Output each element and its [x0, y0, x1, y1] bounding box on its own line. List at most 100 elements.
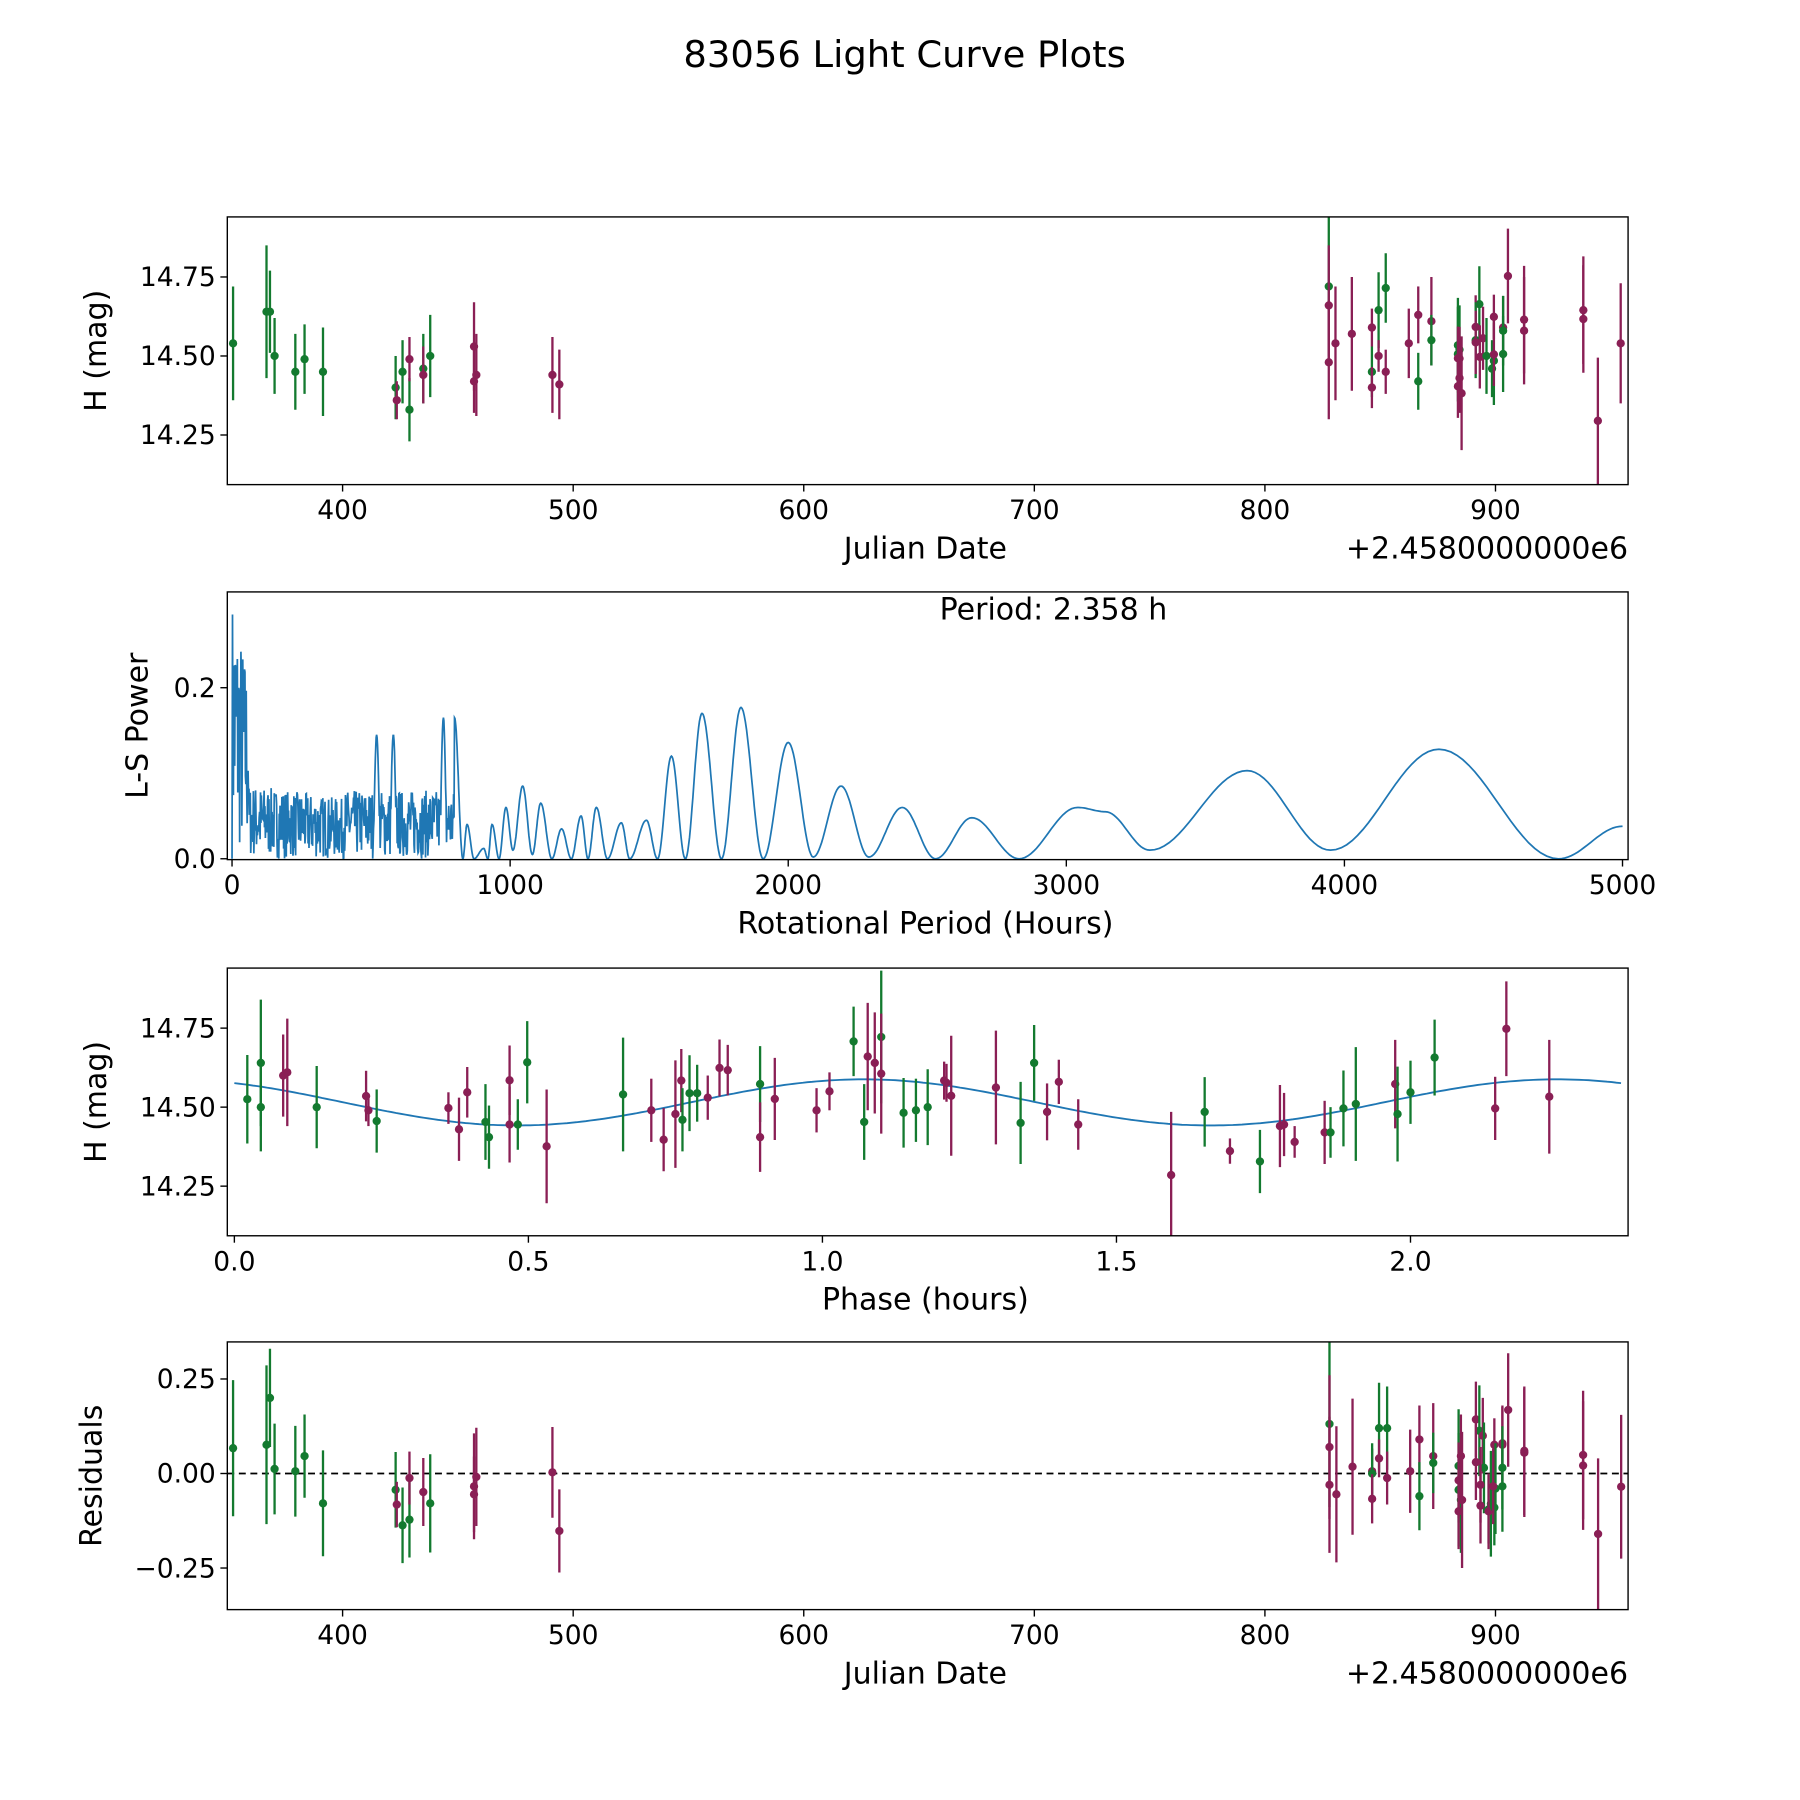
data-point-green [1482, 318, 1491, 394]
marker [1016, 1118, 1025, 1128]
plot-area [231, 614, 1623, 860]
data-point-green [1351, 1047, 1360, 1161]
data-point-purple [1348, 1398, 1357, 1535]
data-point-purple [1471, 1424, 1481, 1500]
data-point-purple [1545, 1039, 1554, 1154]
marker [523, 1058, 532, 1067]
marker [991, 1083, 1001, 1092]
marker [1453, 382, 1463, 391]
plot-area [228, 216, 1625, 484]
data-point-purple [1453, 354, 1463, 418]
data-point-green [1374, 272, 1383, 349]
data-point-green [685, 1055, 694, 1132]
axes-frame [226, 967, 1629, 1237]
data-point-green [228, 286, 238, 401]
data-point-purple [1502, 981, 1511, 1077]
data-point-purple [671, 1060, 680, 1168]
marker [1504, 1405, 1513, 1415]
marker [444, 1103, 453, 1113]
marker [1331, 339, 1340, 348]
figure-title: 83056 Light Curve Plots [683, 33, 1125, 76]
data-point-purple [947, 1035, 956, 1156]
marker [243, 1095, 252, 1104]
marker [1347, 329, 1356, 339]
x-tick-label: 2000 [754, 870, 821, 901]
axes-frame [226, 1341, 1629, 1611]
data-point-green [693, 1064, 702, 1122]
data-point-purple [1491, 1076, 1500, 1141]
marker [392, 396, 401, 405]
marker [405, 1473, 414, 1483]
data-point-green [270, 1423, 279, 1515]
marker [1367, 383, 1377, 392]
marker [647, 1106, 656, 1115]
marker [364, 1106, 373, 1115]
chart-residuals: 400 500 600 700 800 900 −0.25 0.00 0.25 Julian Da… [75, 1341, 1629, 1691]
y-tick-label: 14.75 [140, 262, 216, 293]
data-point-purple [1593, 1458, 1603, 1610]
marker [1332, 1490, 1341, 1499]
marker [1406, 1088, 1415, 1097]
x-tick-label: 5000 [1589, 870, 1656, 901]
marker [1074, 1120, 1083, 1129]
marker [770, 1094, 779, 1104]
x-tick-label: 0.0 [213, 1246, 255, 1277]
data-point-purple [1074, 1099, 1083, 1150]
marker [755, 1133, 765, 1142]
data-point-purple [463, 1066, 472, 1118]
data-point-purple [1617, 1414, 1626, 1559]
marker [671, 1109, 680, 1119]
data-point-green [1200, 1077, 1209, 1147]
data-point-purple [1374, 340, 1383, 372]
y-axis-label: L-S Power [121, 652, 156, 799]
marker [463, 1088, 472, 1097]
marker [1427, 336, 1436, 345]
data-point-purple [1374, 1439, 1384, 1478]
marker [877, 1069, 886, 1078]
marker [372, 1116, 381, 1126]
marker [1502, 1024, 1511, 1033]
marker [1479, 1463, 1489, 1472]
data-point-green [265, 270, 275, 353]
data-point-purple [555, 1489, 564, 1573]
x-tick-label: 500 [548, 1620, 599, 1651]
x-tick-label: 600 [778, 1620, 829, 1651]
marker [1382, 1473, 1392, 1483]
marker [548, 1468, 557, 1477]
data-point-purple [1519, 276, 1529, 385]
data-point-green [1430, 1019, 1439, 1096]
marker [405, 405, 414, 414]
y-axis-label: Residuals [75, 1405, 110, 1547]
data-point-green [618, 1037, 628, 1152]
data-point-purple [942, 1063, 951, 1102]
y-tick-label: 0.25 [157, 1364, 216, 1395]
marker [755, 1079, 765, 1089]
data-point-purple [870, 1012, 879, 1114]
marker [1200, 1107, 1209, 1117]
data-point-purple [1520, 1386, 1529, 1516]
data-point-purple [1489, 1448, 1498, 1525]
data-point-purple [1457, 336, 1466, 451]
marker [1255, 1157, 1265, 1166]
data-point-green [1381, 253, 1390, 323]
marker [1374, 306, 1383, 315]
marker [1489, 1482, 1498, 1491]
marker [1381, 283, 1390, 293]
data-point-green [1498, 316, 1508, 393]
data-point-purple [1476, 1467, 1485, 1544]
marker [265, 307, 275, 316]
data-point-purple [419, 1457, 428, 1527]
x-tick-label: 700 [1009, 1620, 1060, 1651]
marker [923, 1102, 932, 1112]
data-point-green [1326, 1107, 1335, 1158]
data-point-green [398, 340, 407, 404]
marker [1520, 1446, 1529, 1455]
data-point-green [1393, 1066, 1402, 1162]
chart-phased: 0.0 0.5 1.0 1.5 2.0 14.25 14.50 14.75 Phase (hou… [79, 967, 1629, 1318]
x-tick-label: 600 [778, 495, 829, 526]
data-point-purple [1414, 286, 1423, 344]
x-tick-label: 800 [1240, 495, 1291, 526]
data-point-green [265, 1348, 275, 1448]
marker [899, 1108, 908, 1117]
